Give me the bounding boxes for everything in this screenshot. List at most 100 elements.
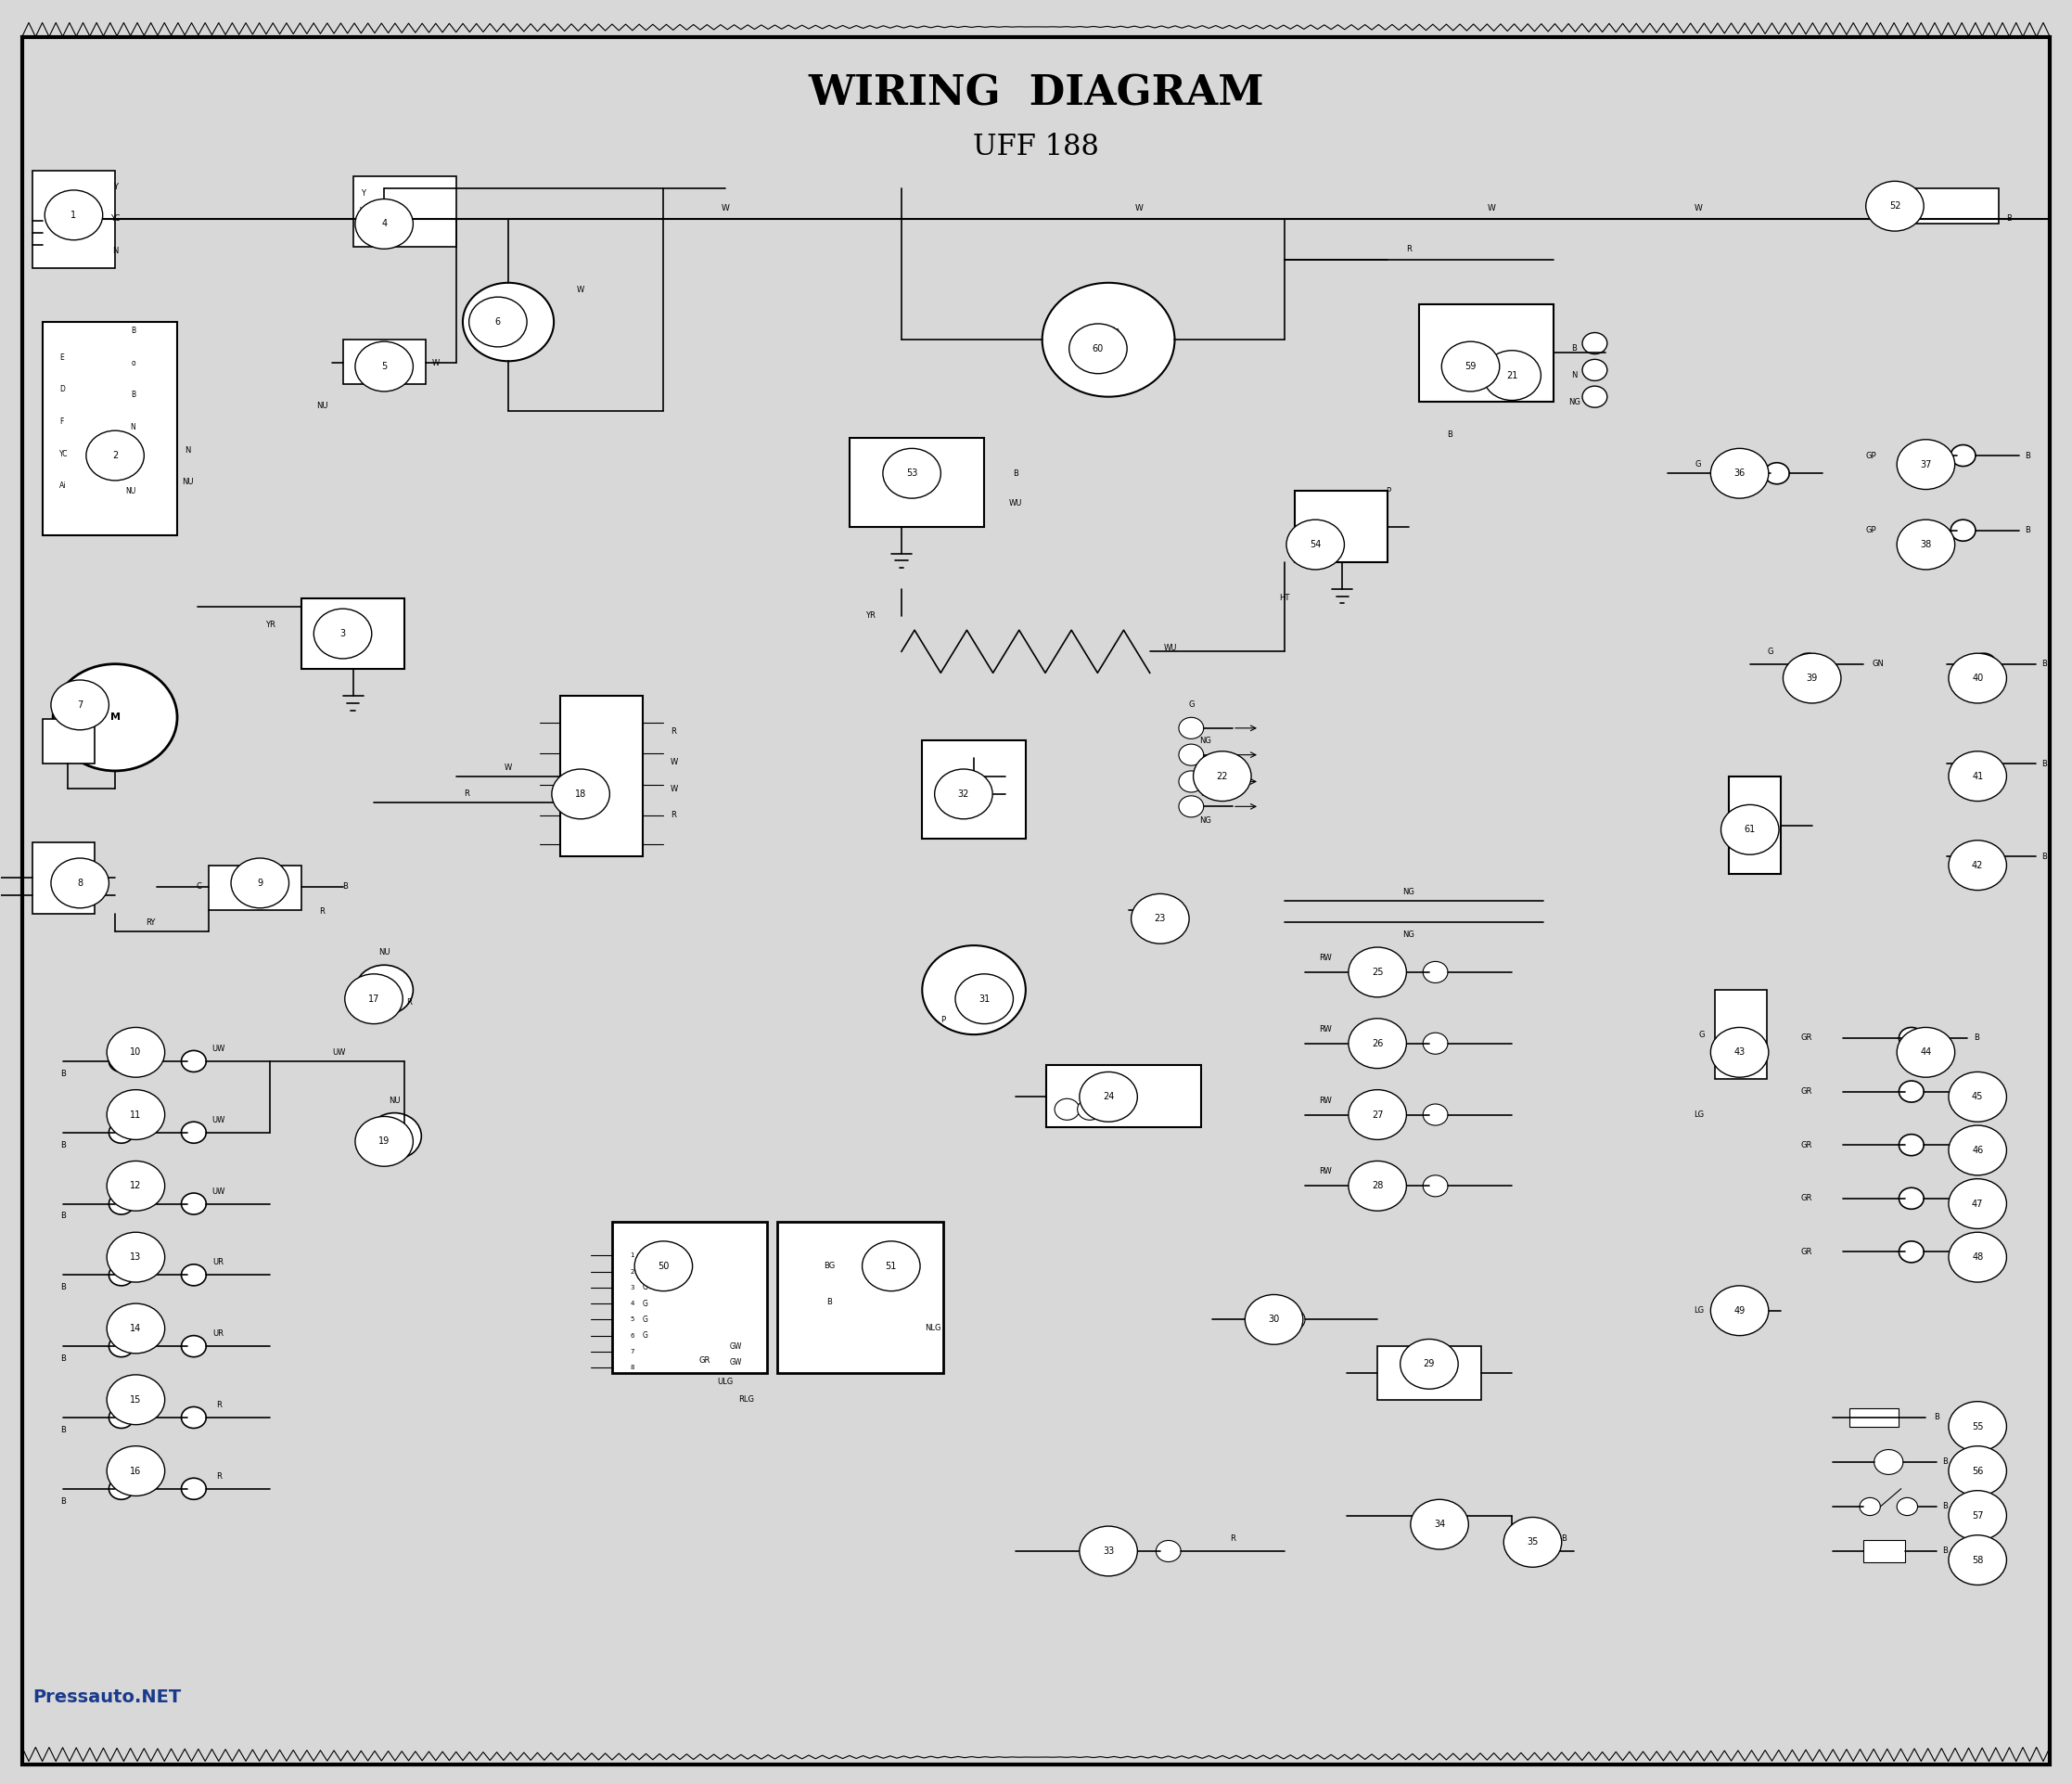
Text: R: R	[215, 1472, 222, 1481]
Circle shape	[1898, 1188, 1923, 1210]
Bar	[922, 740, 1026, 838]
Text: B: B	[1560, 1534, 1566, 1543]
Text: R: R	[1231, 1534, 1235, 1543]
Text: 33: 33	[1102, 1547, 1115, 1556]
Bar	[777, 1222, 943, 1374]
Circle shape	[1077, 1099, 1102, 1120]
Circle shape	[110, 1122, 135, 1144]
Text: NU: NU	[390, 1095, 400, 1104]
Text: 38: 38	[1921, 541, 1931, 549]
Text: Bullet: Bullet	[1098, 348, 1119, 357]
Text: 46: 46	[1973, 1145, 1983, 1154]
Text: 34: 34	[1434, 1520, 1444, 1529]
Text: RLG: RLG	[738, 1395, 754, 1404]
Circle shape	[1796, 653, 1821, 674]
Bar	[1716, 990, 1767, 1079]
Text: UW: UW	[211, 1186, 226, 1195]
Circle shape	[110, 1479, 135, 1500]
Circle shape	[108, 1447, 166, 1497]
Text: 24: 24	[1102, 1092, 1115, 1101]
Circle shape	[344, 974, 402, 1024]
Circle shape	[108, 1233, 166, 1283]
Circle shape	[1896, 439, 1954, 489]
Text: 8: 8	[77, 878, 83, 888]
Text: GN: GN	[1873, 660, 1883, 669]
Text: G: G	[642, 1267, 649, 1276]
Circle shape	[1970, 753, 1995, 774]
Circle shape	[462, 282, 553, 360]
Text: B: B	[342, 883, 348, 890]
Text: W: W	[669, 758, 678, 765]
Circle shape	[1179, 744, 1204, 765]
Text: NG: NG	[1200, 737, 1212, 744]
Text: 5: 5	[381, 362, 387, 371]
Circle shape	[367, 1113, 421, 1160]
Circle shape	[1401, 1340, 1459, 1390]
Text: B: B	[1096, 1534, 1100, 1543]
Text: 13: 13	[131, 1252, 141, 1261]
Text: 48: 48	[1973, 1252, 1983, 1261]
Circle shape	[1080, 1525, 1138, 1575]
Circle shape	[182, 1193, 205, 1215]
Text: N: N	[184, 446, 191, 455]
Circle shape	[1948, 1402, 2006, 1452]
Text: RW: RW	[1320, 1167, 1332, 1176]
Circle shape	[1069, 323, 1127, 373]
Circle shape	[1156, 1540, 1181, 1561]
Text: 1: 1	[70, 211, 77, 219]
Text: G: G	[642, 1315, 649, 1324]
Text: GR: GR	[1801, 1140, 1813, 1149]
Circle shape	[1484, 350, 1542, 400]
Text: W: W	[576, 285, 584, 294]
Circle shape	[108, 1028, 166, 1078]
Text: NG: NG	[1403, 931, 1415, 938]
Bar	[559, 696, 642, 856]
Circle shape	[1245, 1295, 1303, 1345]
Circle shape	[110, 1336, 135, 1358]
Circle shape	[1423, 962, 1448, 983]
Text: B: B	[131, 391, 137, 400]
Text: B: B	[2024, 451, 2031, 460]
Text: B: B	[1446, 430, 1452, 439]
Text: 9: 9	[257, 878, 263, 888]
Text: 18: 18	[576, 789, 586, 799]
Circle shape	[634, 1242, 692, 1292]
Circle shape	[1131, 894, 1189, 944]
Text: 8: 8	[630, 1365, 634, 1370]
Text: UR: UR	[213, 1258, 224, 1267]
Text: C: C	[197, 883, 203, 890]
Circle shape	[1970, 846, 1995, 867]
Text: G: G	[1695, 460, 1701, 469]
Text: YC: YC	[110, 214, 120, 223]
Bar	[33, 171, 116, 269]
Text: WU: WU	[1009, 500, 1021, 508]
Text: GR: GR	[1801, 1193, 1813, 1202]
Text: 41: 41	[1973, 771, 1983, 781]
Text: LG: LG	[1695, 1110, 1705, 1119]
Text: HT: HT	[1278, 594, 1289, 603]
Text: R: R	[464, 790, 470, 797]
Circle shape	[1423, 1176, 1448, 1197]
Circle shape	[1711, 448, 1769, 498]
Bar	[1378, 1347, 1481, 1400]
Circle shape	[955, 974, 1013, 1024]
Text: U: U	[404, 1145, 410, 1154]
Text: B: B	[60, 1283, 66, 1292]
Text: Y: Y	[361, 189, 367, 198]
Text: P: P	[941, 1017, 945, 1024]
Text: 11: 11	[131, 1110, 141, 1119]
Text: 60: 60	[1092, 344, 1104, 353]
Text: 1: 1	[630, 1252, 634, 1258]
Circle shape	[182, 1122, 205, 1144]
Text: B: B	[1973, 1193, 1979, 1202]
Circle shape	[1179, 796, 1204, 817]
Text: WIRING  DIAGRAM: WIRING DIAGRAM	[808, 73, 1264, 114]
Circle shape	[52, 680, 110, 730]
Text: P: P	[1386, 487, 1390, 496]
Text: +  -: + -	[321, 630, 336, 639]
Text: 16: 16	[131, 1466, 141, 1475]
Text: G: G	[1767, 648, 1774, 657]
Circle shape	[1861, 1499, 1879, 1515]
Text: 49: 49	[1734, 1306, 1745, 1315]
Circle shape	[1508, 1540, 1533, 1561]
